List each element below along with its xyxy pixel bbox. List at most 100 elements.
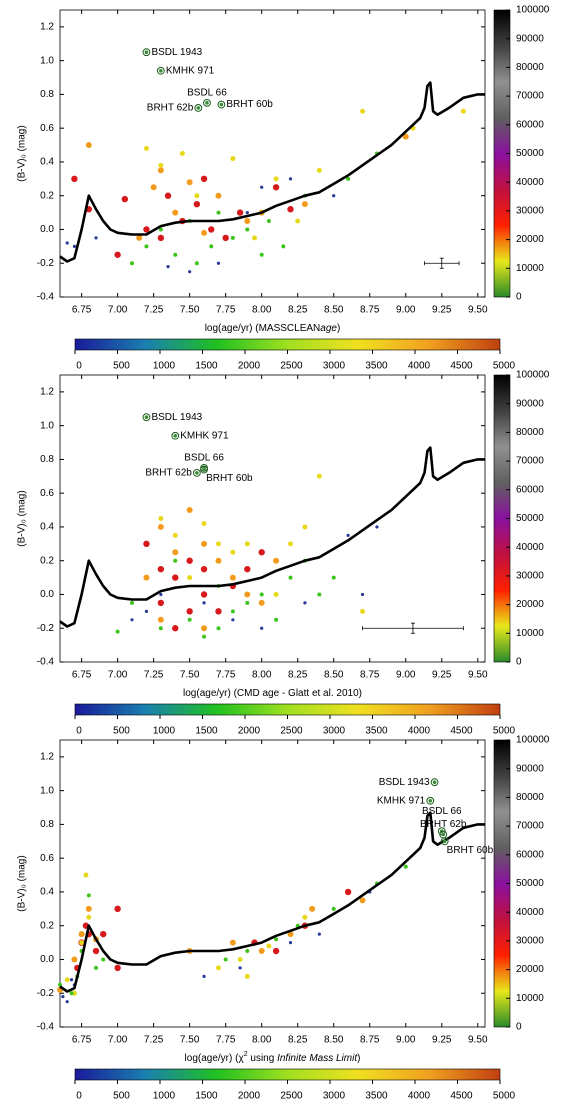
y-tick-label: -0.2 <box>37 258 55 269</box>
y-tick-label: 0.2 <box>40 920 54 931</box>
data-point <box>236 209 244 216</box>
colorbar-tick-label: 70000 <box>516 456 544 467</box>
colorbar-tick-label: 40000 <box>516 177 544 188</box>
data-point <box>69 978 74 982</box>
colorbar-tick-label: 5000 <box>493 361 516 372</box>
data-point <box>200 591 208 598</box>
data-point <box>244 565 251 573</box>
data-point <box>266 219 271 224</box>
y-axis-label: (B-V)₀ (mag) <box>17 125 28 181</box>
y-tick-label: 0.6 <box>40 853 54 864</box>
x-tick-label: 7.00 <box>108 1035 128 1046</box>
x-tick-label: 9.25 <box>432 305 452 316</box>
y-tick-label: -0.4 <box>37 292 55 303</box>
data-point <box>143 574 150 581</box>
cluster-label: BSDL 66 <box>184 452 224 463</box>
colorbar-tick-label: 90000 <box>516 398 544 409</box>
data-point <box>157 599 165 607</box>
colorbar-tick-label: 5000 <box>493 726 516 737</box>
data-point <box>114 964 121 972</box>
colorbar <box>74 703 501 716</box>
data-point <box>260 185 264 189</box>
data-point <box>346 533 350 537</box>
x-tick-label: 7.25 <box>144 670 164 681</box>
data-point <box>302 914 308 920</box>
x-axis-label: log(age/yr) (MASSCLEANage) <box>205 323 341 334</box>
data-point <box>115 629 120 634</box>
colorbar-tick-label: 1000 <box>153 726 176 737</box>
data-point <box>186 557 193 564</box>
data-point <box>159 592 163 597</box>
x-tick-label: 7.00 <box>108 305 128 316</box>
data-point <box>71 990 77 996</box>
colorbar-tick-label: 4500 <box>450 361 473 372</box>
y-tick-label: 1.0 <box>40 55 54 66</box>
colorbar-tick-label: 3000 <box>323 1091 346 1102</box>
data-point <box>172 209 179 216</box>
x-tick-label: 8.75 <box>360 305 380 316</box>
colorbar-tick-label: 4500 <box>450 1091 473 1102</box>
data-point <box>229 939 236 946</box>
x-tick-label: 6.75 <box>72 1035 92 1046</box>
data-point <box>244 218 251 225</box>
data-point <box>317 932 321 936</box>
y-tick-label: 0.6 <box>40 123 54 134</box>
x-axis-label-part: 2 <box>244 1051 248 1058</box>
x-axis-label-part: Infinite Mass Limit <box>277 1053 358 1064</box>
y-tick-label: 1.0 <box>40 785 54 796</box>
highlight-ring <box>142 48 151 57</box>
highlight-ring <box>426 796 435 805</box>
x-tick-label: 9.00 <box>396 305 416 316</box>
data-point <box>331 906 336 911</box>
highlight-ring <box>440 837 449 846</box>
x-tick-label: 6.75 <box>72 305 92 316</box>
y-tick-label: -0.2 <box>37 623 55 634</box>
x-tick-label: 7.50 <box>180 305 200 316</box>
data-point <box>71 956 78 963</box>
colorbar-tick-label: 2000 <box>238 1091 261 1102</box>
x-tick-label: 8.25 <box>288 1035 308 1046</box>
x-tick-label: 9.50 <box>468 1035 488 1046</box>
data-point <box>309 905 316 912</box>
data-point <box>130 600 135 605</box>
data-point <box>274 937 279 942</box>
data-point <box>202 601 206 605</box>
model-curve <box>59 811 485 993</box>
data-point <box>71 175 78 183</box>
colorbar-tick-label: 50000 <box>516 878 544 889</box>
colorbar-tick-label: 40000 <box>516 907 544 918</box>
data-point <box>65 1000 69 1004</box>
highlight-point <box>442 839 447 844</box>
colorbar-tick-label: 3000 <box>323 726 346 737</box>
data-point <box>144 609 149 613</box>
colorbar-tick-label: 90000 <box>516 763 544 774</box>
data-point <box>172 532 178 538</box>
data-point <box>295 218 301 224</box>
data-point <box>215 192 222 199</box>
y-tick-label: 0.8 <box>40 454 54 465</box>
x-tick-label: 8.00 <box>252 670 272 681</box>
data-point <box>460 108 466 114</box>
x-tick-label: 8.50 <box>324 305 344 316</box>
colorbar-tick-label: 2500 <box>280 726 303 737</box>
colorbar-tick-label: 4500 <box>450 726 473 737</box>
data-point <box>100 930 107 938</box>
data-point <box>360 108 366 114</box>
colorbar-tick-label: 30000 <box>516 571 544 582</box>
data-point <box>114 251 121 258</box>
colorbar-tick-label: 500 <box>113 1091 130 1102</box>
colorbar-tick-label: 2000 <box>238 726 261 737</box>
y-tick-label: 0.4 <box>40 522 54 533</box>
cluster-label: BRHT 60b <box>206 473 253 484</box>
colorbar-tick-label: 100000 <box>516 735 550 746</box>
colorbar-tick-label: 70000 <box>516 821 544 832</box>
data-point <box>258 599 265 606</box>
data-point <box>65 241 69 245</box>
data-point <box>259 592 264 597</box>
data-point <box>94 236 98 240</box>
data-point <box>360 592 365 597</box>
colorbar-tick-label: 0 <box>76 1091 82 1102</box>
data-point <box>244 591 251 598</box>
colorbar-tick-label: 1500 <box>195 361 218 372</box>
